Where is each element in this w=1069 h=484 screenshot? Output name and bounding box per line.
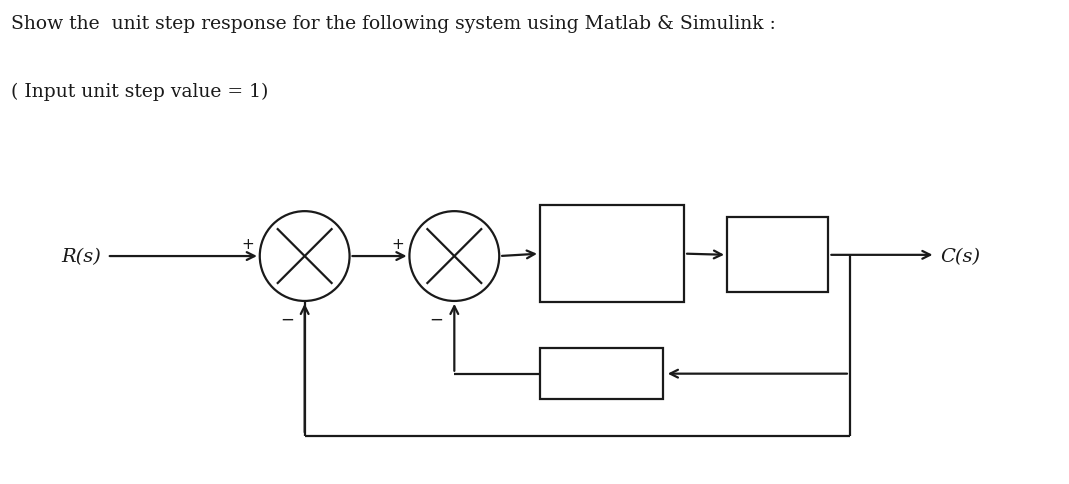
Text: 80: 80 (601, 222, 623, 240)
Text: C(s): C(s) (941, 247, 981, 266)
Text: s(s+3): s(s+3) (586, 271, 638, 288)
Text: R(s): R(s) (62, 247, 102, 266)
Text: −: − (280, 310, 294, 328)
Bar (727, 218, 828, 293)
Bar (540, 348, 663, 399)
Text: 0.15: 0.15 (582, 365, 621, 383)
Text: Show the  unit step response for the following system using Matlab & Simulink :: Show the unit step response for the foll… (11, 15, 775, 32)
Text: +: + (242, 237, 254, 252)
Text: −: − (430, 310, 444, 328)
Bar (540, 206, 684, 302)
Text: ( Input unit step value = 1): ( Input unit step value = 1) (11, 82, 268, 101)
Text: 1/s: 1/s (764, 246, 791, 264)
Text: +: + (391, 237, 404, 252)
